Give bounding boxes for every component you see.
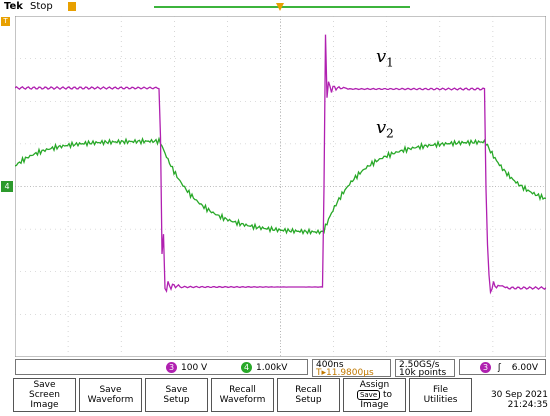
channel-4-badge: 4	[241, 362, 252, 373]
channel-ground-marker: 4	[1, 181, 13, 192]
softkey-bar: Save Screen Image Save Waveform Save Setup …	[13, 378, 475, 413]
trace-label-v2: v2	[376, 117, 394, 141]
trigger-position: 11.9800µs	[326, 368, 374, 378]
save-screen-image-button[interactable]: Save Screen Image	[13, 378, 76, 412]
trigger-source-badge: 3	[480, 362, 491, 373]
trace-v1	[15, 34, 546, 295]
timebase-readout[interactable]: 400ns T▸11.9800µs	[312, 359, 391, 378]
sample-rate: 2.50GS/s	[399, 360, 440, 370]
recall-waveform-button[interactable]: Recall Waveform	[211, 378, 274, 412]
trigger-readout[interactable]: 3 ʃ 6.00V	[459, 359, 546, 375]
acquisition-readout[interactable]: 2.50GS/s 10k points	[395, 359, 455, 378]
time: 21:24:35	[507, 400, 548, 410]
record-length: 10k points	[399, 368, 447, 378]
graticule	[15, 16, 546, 357]
trace-label-v1: v1	[376, 46, 394, 70]
trigger-position-icon	[68, 2, 76, 11]
trigger-level-icon: T	[1, 17, 10, 26]
channel-3-badge: 3	[166, 362, 177, 373]
status-bar: Tek Stop	[0, 0, 550, 14]
trace-v2	[15, 136, 546, 236]
channel-3-scale: 100 V	[181, 363, 208, 373]
run-state: Stop	[30, 1, 53, 12]
trigger-pos-icon: T▸	[316, 368, 327, 378]
date: 30 Sep 2021	[490, 390, 548, 400]
save-setup-button[interactable]: Save Setup	[145, 378, 208, 412]
save-waveform-button[interactable]: Save Waveform	[79, 378, 142, 412]
date-time: 30 Sep 2021 21:24:35	[478, 390, 548, 410]
save-key-icon: Save	[356, 390, 381, 400]
trigger-level: 6.00V	[511, 363, 538, 373]
assign-save-button[interactable]: Assign Save to Image	[343, 378, 406, 412]
timebase-value: 400ns	[316, 360, 344, 370]
recall-setup-button[interactable]: Recall Setup	[277, 378, 340, 412]
brand-label: Tek	[4, 1, 23, 12]
trigger-slope-icon: ʃ	[497, 363, 501, 373]
channel-readout[interactable]: 3 100 V 4 1.00kV	[15, 359, 308, 375]
grid-lines	[15, 16, 546, 357]
trigger-arrow-icon	[276, 3, 284, 11]
file-utilities-button[interactable]: File Utilities	[409, 378, 472, 412]
channel-4-scale: 1.00kV	[256, 363, 288, 373]
